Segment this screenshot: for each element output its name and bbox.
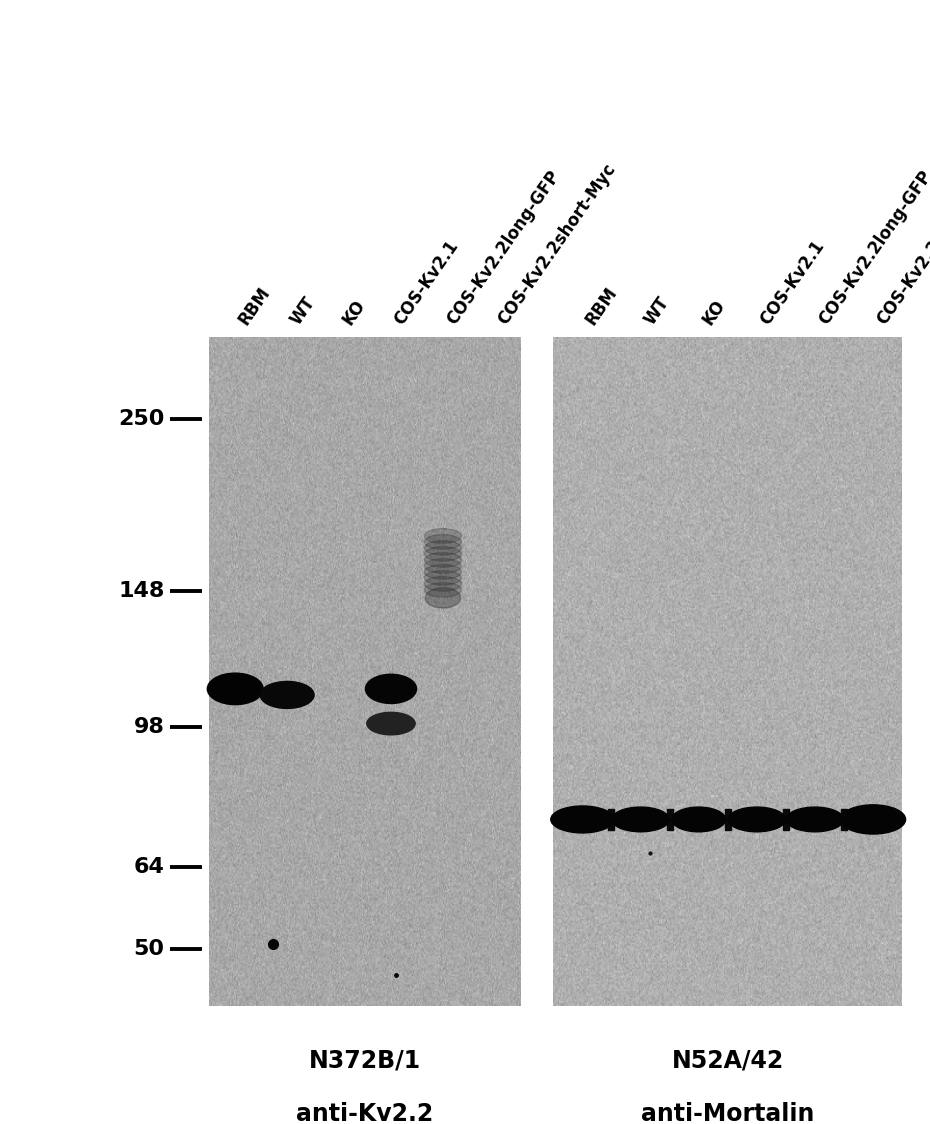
Text: COS-Kv2.2short-Myc: COS-Kv2.2short-Myc [873,161,930,328]
Text: N52A/42: N52A/42 [671,1049,784,1072]
Ellipse shape [424,571,461,586]
Ellipse shape [424,535,461,550]
FancyBboxPatch shape [667,809,672,830]
FancyBboxPatch shape [783,809,789,830]
Ellipse shape [424,564,461,579]
Text: COS-Kv2.1: COS-Kv2.1 [757,237,828,328]
Ellipse shape [786,807,844,832]
Ellipse shape [612,807,670,832]
Ellipse shape [424,553,461,568]
Text: COS-Kv2.2long-GFP: COS-Kv2.2long-GFP [443,167,563,328]
Ellipse shape [365,674,417,704]
Text: anti-Kv2.2: anti-Kv2.2 [297,1102,433,1124]
Ellipse shape [424,546,461,561]
Text: KO: KO [698,297,728,328]
Text: 250: 250 [118,408,165,428]
FancyBboxPatch shape [841,809,847,830]
Ellipse shape [424,577,461,591]
Text: COS-Kv2.2long-GFP: COS-Kv2.2long-GFP [815,167,930,328]
Text: 148: 148 [118,581,165,601]
Ellipse shape [260,681,314,708]
Text: N372B/1: N372B/1 [309,1049,421,1072]
Text: WT: WT [287,293,319,328]
Ellipse shape [425,588,460,608]
Text: COS-Kv2.1: COS-Kv2.1 [391,237,462,328]
Ellipse shape [424,528,461,543]
Text: RBM: RBM [235,283,274,328]
Text: anti-Mortalin: anti-Mortalin [641,1102,815,1124]
Ellipse shape [424,582,461,597]
Ellipse shape [366,713,415,735]
Text: 98: 98 [134,717,165,737]
Ellipse shape [728,807,786,832]
Ellipse shape [424,541,461,555]
Ellipse shape [841,805,906,834]
Ellipse shape [551,806,614,833]
Text: RBM: RBM [582,283,621,328]
Ellipse shape [671,807,725,832]
Text: 64: 64 [134,858,165,877]
Text: COS-Kv2.2short-Myc: COS-Kv2.2short-Myc [495,161,620,328]
FancyBboxPatch shape [608,809,615,830]
Text: WT: WT [641,293,672,328]
Text: KO: KO [339,297,369,328]
Ellipse shape [207,673,263,705]
Ellipse shape [424,559,461,573]
FancyBboxPatch shape [724,809,731,830]
Text: 50: 50 [134,939,165,959]
